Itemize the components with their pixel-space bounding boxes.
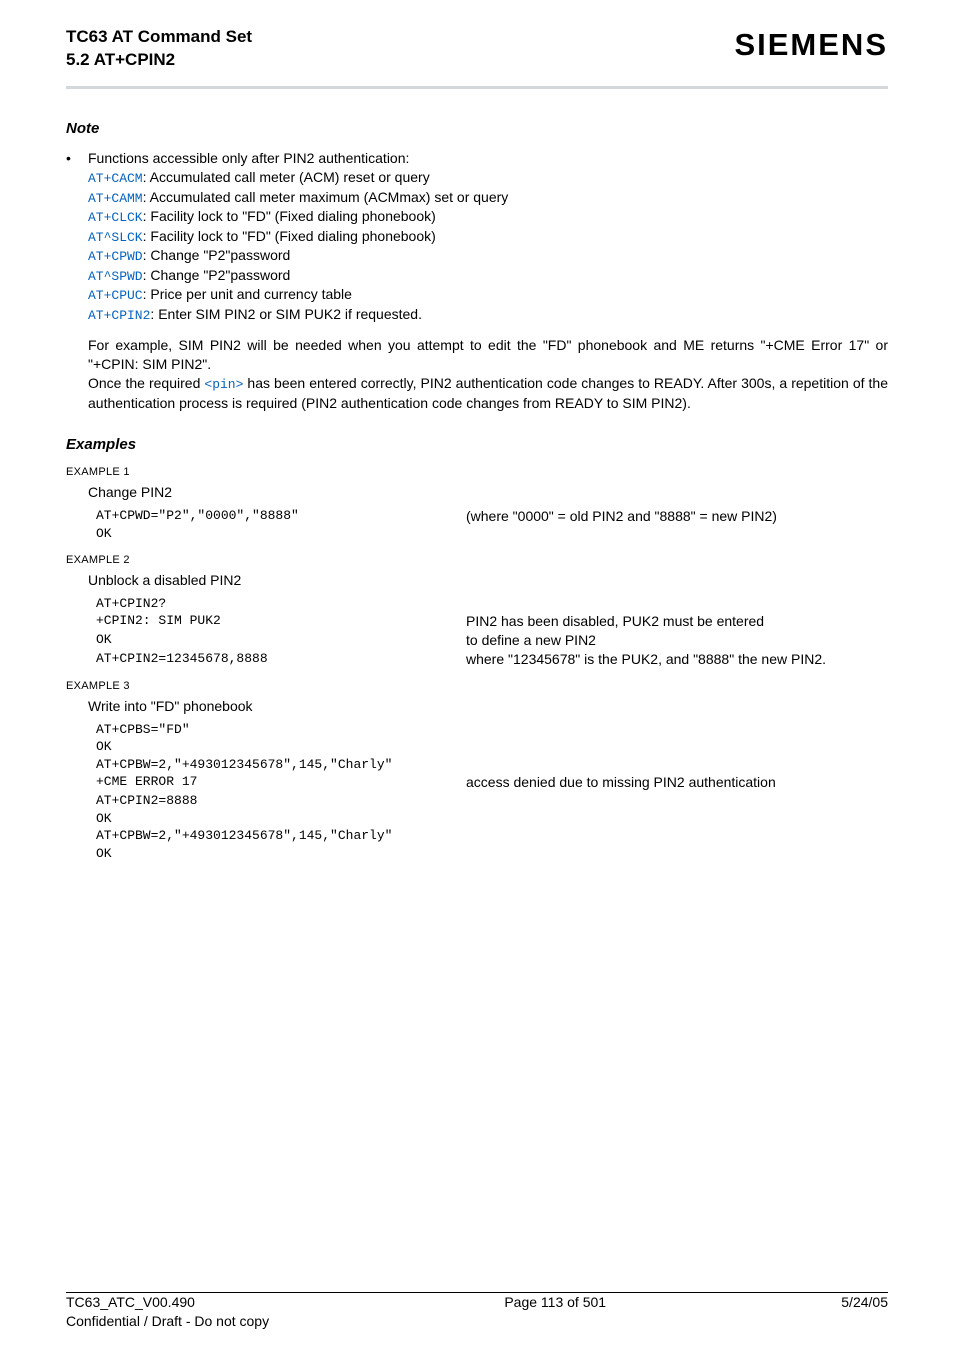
example-comment: PIN2 has been disabled, PUK2 must be ent… (466, 612, 888, 631)
footer-confidential: Confidential / Draft - Do not copy (66, 1312, 269, 1331)
page-footer: TC63_ATC_V00.490 Confidential / Draft - … (66, 1293, 888, 1331)
note-item: AT+CPUC: Price per unit and currency tab… (88, 285, 888, 305)
example-row: +CPIN2: SIM PUK2 PIN2 has been disabled,… (96, 612, 888, 631)
note-item-desc: : Change "P2"password (143, 247, 291, 263)
brand-logo: SIEMENS (734, 24, 888, 66)
at-command-link[interactable]: AT^SLCK (88, 230, 143, 245)
example-code: OK (96, 738, 466, 756)
example-comment (466, 738, 888, 756)
example-comment (466, 845, 888, 863)
footer-date: 5/24/05 (841, 1293, 888, 1331)
note-item-desc: : Facility lock to "FD" (Fixed dialing p… (143, 208, 436, 224)
example-row: AT+CPWD="P2","0000","8888" (where "0000"… (96, 507, 888, 526)
example-comment (466, 721, 888, 739)
example-comment: to define a new PIN2 (466, 631, 888, 650)
at-command-link[interactable]: AT^SPWD (88, 269, 143, 284)
example-code: AT+CPBW=2,"+493012345678",145,"Charly" (96, 756, 466, 774)
note-item-desc: : Price per unit and currency table (143, 286, 352, 302)
note-item: AT+CACM: Accumulated call meter (ACM) re… (88, 168, 888, 188)
at-command-link[interactable]: AT+CACM (88, 171, 143, 186)
example-row: OK (96, 525, 888, 543)
example-code: AT+CPIN2=8888 (96, 792, 466, 810)
header-divider (66, 86, 888, 89)
doc-subtitle: 5.2 AT+CPIN2 (66, 49, 252, 72)
note-para1: For example, SIM PIN2 will be needed whe… (88, 337, 888, 372)
example-comment (466, 756, 888, 774)
example-row: OK (96, 738, 888, 756)
example-row: AT+CPIN2=12345678,8888 where "12345678" … (96, 650, 888, 669)
note-item: AT^SPWD: Change "P2"password (88, 266, 888, 286)
example-comment (466, 827, 888, 845)
example-comment: access denied due to missing PIN2 authen… (466, 773, 888, 792)
example-row: AT+CPBW=2,"+493012345678",145,"Charly" (96, 827, 888, 845)
at-command-link[interactable]: AT+CPWD (88, 249, 143, 264)
example-label: EXAMPLE 3 (66, 679, 888, 694)
note-item-desc: : Facility lock to "FD" (Fixed dialing p… (143, 228, 436, 244)
example-comment (466, 810, 888, 828)
page-header: TC63 AT Command Set 5.2 AT+CPIN2 SIEMENS (66, 26, 888, 82)
example-row: AT+CPBW=2,"+493012345678",145,"Charly" (96, 756, 888, 774)
note-item-desc: : Accumulated call meter maximum (ACMmax… (143, 189, 509, 205)
example-comment (466, 525, 888, 543)
doc-title: TC63 AT Command Set (66, 26, 252, 49)
example-code: OK (96, 845, 466, 863)
pin-param-link[interactable]: <pin> (204, 377, 243, 392)
example-row: AT+CPIN2=8888 (96, 792, 888, 810)
note-para2a: Once the required (88, 375, 204, 391)
example-row: +CME ERROR 17 access denied due to missi… (96, 773, 888, 792)
example-code: OK (96, 525, 466, 543)
example-comment: where "12345678" is the PUK2, and "8888"… (466, 650, 888, 669)
note-heading: Note (66, 119, 888, 139)
at-command-link[interactable]: AT+CLCK (88, 210, 143, 225)
note-item-desc: : Accumulated call meter (ACM) reset or … (143, 169, 430, 185)
example-code: OK (96, 810, 466, 828)
note-paragraph: For example, SIM PIN2 will be needed whe… (88, 336, 888, 412)
at-command-link[interactable]: AT+CPIN2 (88, 308, 150, 323)
example-row: OK (96, 810, 888, 828)
footer-page-number: Page 113 of 501 (504, 1293, 606, 1331)
example-row: OK (96, 845, 888, 863)
note-intro: Functions accessible only after PIN2 aut… (88, 149, 888, 168)
example-code: AT+CPIN2? (96, 595, 466, 613)
at-command-link[interactable]: AT+CPUC (88, 288, 143, 303)
examples-heading: Examples (66, 435, 888, 455)
example-label: EXAMPLE 2 (66, 553, 888, 568)
example-code: AT+CPBS="FD" (96, 721, 466, 739)
example-row: AT+CPIN2? (96, 595, 888, 613)
example-comment: (where "0000" = old PIN2 and "8888" = ne… (466, 507, 888, 526)
example-label: EXAMPLE 1 (66, 465, 888, 480)
note-bullet: • Functions accessible only after PIN2 a… (66, 149, 888, 324)
example-comment (466, 792, 888, 810)
example-code: OK (96, 631, 466, 650)
at-command-link[interactable]: AT+CAMM (88, 191, 143, 206)
bullet-icon: • (66, 149, 88, 324)
example-desc: Write into "FD" phonebook (88, 697, 888, 716)
note-item: AT+CLCK: Facility lock to "FD" (Fixed di… (88, 207, 888, 227)
example-row: OK to define a new PIN2 (96, 631, 888, 650)
footer-version: TC63_ATC_V00.490 (66, 1293, 269, 1312)
example-code: +CME ERROR 17 (96, 773, 466, 792)
example-code: AT+CPWD="P2","0000","8888" (96, 507, 466, 526)
example-desc: Unblock a disabled PIN2 (88, 571, 888, 590)
note-item: AT+CPIN2: Enter SIM PIN2 or SIM PUK2 if … (88, 305, 888, 325)
example-desc: Change PIN2 (88, 483, 888, 502)
example-code: AT+CPBW=2,"+493012345678",145,"Charly" (96, 827, 466, 845)
example-comment (466, 595, 888, 613)
example-code: +CPIN2: SIM PUK2 (96, 612, 466, 631)
example-code: AT+CPIN2=12345678,8888 (96, 650, 466, 669)
note-item: AT+CAMM: Accumulated call meter maximum … (88, 188, 888, 208)
example-row: AT+CPBS="FD" (96, 721, 888, 739)
note-item-desc: : Enter SIM PIN2 or SIM PUK2 if requeste… (150, 306, 422, 322)
note-item-desc: : Change "P2"password (143, 267, 291, 283)
note-item: AT^SLCK: Facility lock to "FD" (Fixed di… (88, 227, 888, 247)
note-item: AT+CPWD: Change "P2"password (88, 246, 888, 266)
